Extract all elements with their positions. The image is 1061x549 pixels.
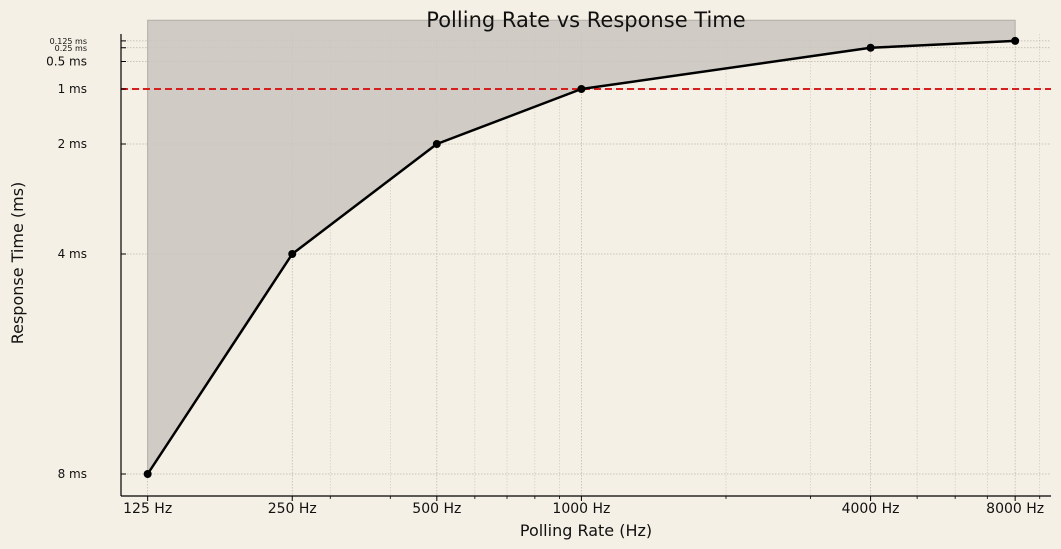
x-tick-label: 8000 Hz — [986, 501, 1044, 517]
x-tick-label: 125 Hz — [123, 501, 172, 517]
chart-title: Polling Rate vs Response Time — [426, 8, 745, 32]
y-tick-label: 1 ms — [58, 82, 87, 96]
x-ticks: 125 Hz 250 Hz 500 Hz 1000 Hz 4000 Hz 8000 Hz — [123, 496, 1044, 517]
x-tick-label: 500 Hz — [412, 501, 461, 517]
data-point — [288, 250, 297, 258]
y-tick-label: 0.25 ms — [55, 44, 87, 53]
x-tick-label: 4000 Hz — [842, 501, 900, 517]
y-ticks: 0.125 ms0.25 ms 0.5 ms 1 ms 2 ms 4 ms 8 ms — [46, 37, 126, 481]
data-point — [577, 85, 586, 93]
data-point — [143, 470, 152, 478]
data-point — [432, 140, 441, 148]
minor-grid — [329, 34, 1041, 496]
series-group — [143, 36, 1020, 478]
data-point — [1011, 36, 1020, 45]
y-tick-label: 2 ms — [58, 137, 87, 151]
x-tick-label: 250 Hz — [268, 501, 317, 517]
y-axis-label: Response Time (ms) — [8, 182, 27, 345]
x-axis-label: Polling Rate (Hz) — [520, 521, 652, 540]
y-tick-label: 0.125 ms — [50, 37, 87, 46]
y-tick-label: 0.5 ms — [46, 55, 87, 69]
series-line — [146, 39, 1016, 475]
x-tick-label: 1000 Hz — [552, 501, 610, 517]
data-point — [866, 43, 875, 52]
axes — [120, 34, 1051, 497]
y-tick-label: 8 ms — [58, 467, 87, 481]
y-tick-label: 4 ms — [58, 247, 87, 261]
